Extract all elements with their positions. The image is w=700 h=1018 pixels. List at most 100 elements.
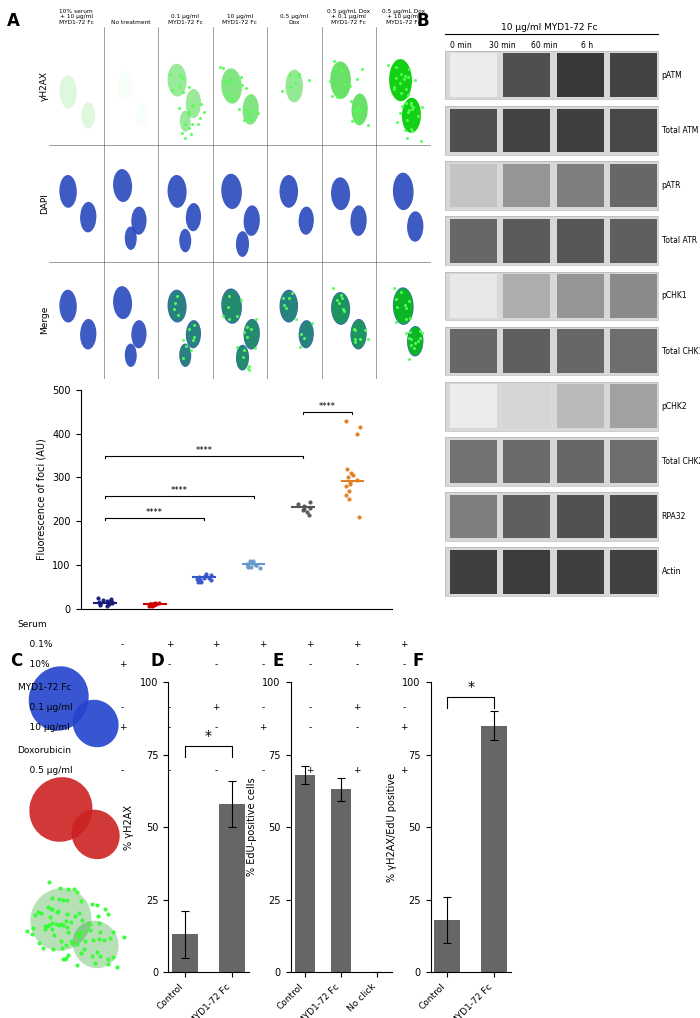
Point [342, 469, 354, 486]
Ellipse shape [244, 319, 260, 349]
Ellipse shape [186, 203, 201, 231]
Point [340, 487, 351, 503]
Ellipse shape [168, 290, 186, 322]
Ellipse shape [60, 75, 77, 108]
Text: +: + [354, 703, 360, 712]
Text: +: + [354, 767, 360, 775]
Point [242, 558, 253, 574]
Text: +: + [400, 767, 407, 775]
Text: +: + [119, 724, 126, 732]
Point [342, 460, 353, 476]
Text: A: A [7, 12, 20, 31]
Point [199, 570, 210, 586]
Text: +: + [260, 640, 267, 648]
Text: Actin: Actin [662, 567, 681, 576]
Point [251, 557, 262, 573]
Point [153, 595, 164, 611]
Text: +: + [400, 724, 407, 732]
Text: -: - [121, 703, 124, 712]
Text: 10%: 10% [18, 661, 49, 669]
Ellipse shape [299, 321, 314, 347]
Point [241, 556, 252, 572]
Point [149, 595, 160, 611]
Text: ****: **** [319, 402, 336, 411]
Ellipse shape [331, 292, 350, 325]
Point [144, 598, 155, 614]
Text: -: - [168, 724, 171, 732]
Ellipse shape [221, 288, 242, 324]
Ellipse shape [236, 231, 249, 257]
Ellipse shape [236, 345, 249, 371]
Text: 0.1 μg/ml
MYD1-72 Fc: 0.1 μg/ml MYD1-72 Fc [168, 14, 203, 25]
Ellipse shape [132, 320, 146, 348]
Ellipse shape [113, 286, 132, 319]
Ellipse shape [279, 290, 298, 323]
Text: 10 μg/ml MYD1-72 Fc: 10 μg/ml MYD1-72 Fc [501, 23, 598, 33]
Point [146, 598, 158, 614]
Ellipse shape [167, 175, 187, 208]
Text: *: * [468, 680, 475, 693]
Point [251, 557, 262, 573]
Text: 0 min: 0 min [449, 41, 472, 50]
Text: F: F [413, 652, 424, 670]
Text: D: D [150, 652, 164, 670]
Text: -: - [356, 724, 358, 732]
Point [205, 572, 216, 588]
Ellipse shape [407, 327, 423, 355]
Bar [482, 726, 508, 972]
Ellipse shape [81, 103, 95, 128]
Point [304, 500, 316, 516]
Text: MYD1-72 Fc: MYD1-72 Fc [18, 683, 71, 691]
Point [248, 553, 259, 569]
Point [244, 554, 256, 570]
Text: +: + [307, 767, 314, 775]
Text: -: - [168, 661, 171, 669]
Point [94, 598, 106, 614]
Text: 15 µm: 15 µm [385, 362, 405, 367]
Text: Total CHK1: Total CHK1 [662, 346, 700, 355]
Text: B: B [416, 12, 429, 31]
Point [344, 473, 356, 490]
Text: -: - [215, 767, 218, 775]
Text: 10 μg/ml
MYD1-72 Fc: 10 μg/ml MYD1-72 Fc [223, 14, 257, 25]
Text: -: - [402, 661, 405, 669]
Point [351, 471, 363, 488]
Text: 10% serum
+ 10 μg/ml
MYD1-72 Fc: 10% serum + 10 μg/ml MYD1-72 Fc [59, 8, 94, 25]
Text: -: - [168, 767, 171, 775]
Point [195, 573, 206, 589]
Text: +: + [354, 640, 360, 648]
Text: pATR: pATR [662, 181, 681, 190]
Text: -: - [309, 661, 312, 669]
Ellipse shape [242, 94, 259, 125]
Point [304, 494, 315, 510]
Text: -: - [262, 767, 265, 775]
Y-axis label: % γH2AX: % γH2AX [125, 804, 134, 850]
Ellipse shape [330, 61, 351, 99]
Text: *: * [204, 729, 211, 743]
Point [92, 589, 104, 606]
Ellipse shape [407, 326, 424, 356]
Point [298, 498, 309, 514]
Point [345, 465, 356, 482]
Ellipse shape [125, 226, 136, 250]
Ellipse shape [407, 212, 424, 241]
Ellipse shape [71, 809, 120, 859]
Point [340, 412, 351, 429]
Point [93, 593, 104, 610]
Text: Doxorubicin: Doxorubicin [18, 746, 71, 754]
Text: pATM: pATM [662, 70, 682, 79]
Ellipse shape [393, 288, 413, 324]
Point [347, 467, 358, 484]
Text: +: + [400, 640, 407, 648]
Ellipse shape [332, 293, 349, 324]
Text: Merge: Merge [40, 306, 49, 334]
Text: C: C [10, 652, 22, 670]
Point [148, 598, 160, 614]
Ellipse shape [280, 290, 298, 322]
Point [144, 597, 155, 613]
Point [302, 504, 313, 520]
Ellipse shape [299, 207, 314, 235]
Ellipse shape [73, 699, 118, 747]
Ellipse shape [299, 320, 314, 348]
Text: -: - [356, 661, 358, 669]
